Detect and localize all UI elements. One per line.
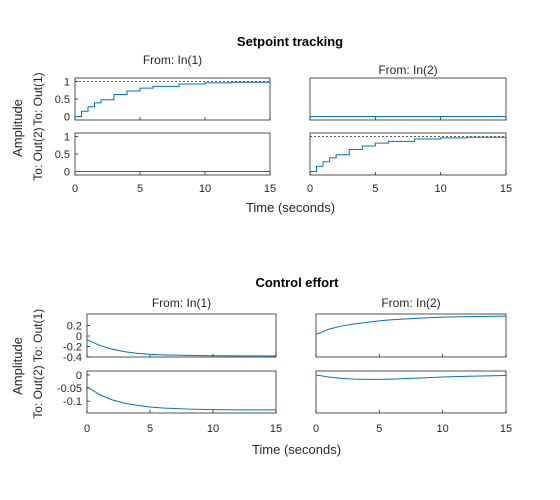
series-line [315,374,507,380]
x-tick-label: 0 [84,423,90,435]
y-tick-label: 1 [64,77,70,89]
y-tick-label: -0.4 [63,352,82,364]
y-tick-label: 0 [64,112,70,124]
axes-box [315,313,507,358]
y-tick-label: 0.5 [55,149,70,161]
axes-box [74,77,271,121]
axes-box [74,132,271,176]
x-tick-label: 5 [137,183,143,195]
x-tick-label: 10 [199,183,211,195]
row-title: To: Out(2) [31,127,45,180]
y-tick-label: 0 [64,167,70,179]
x-tick-label: 15 [500,423,512,435]
x-tick-label: 15 [264,183,276,195]
x-tick-label: 5 [147,423,153,435]
x-tick-label: 10 [437,423,449,435]
y-tick-label: 0 [76,370,82,382]
y-tick-label: 0.2 [67,321,82,333]
x-tick-label: 15 [500,183,512,195]
series-line [75,81,271,117]
series-line [315,315,507,335]
x-tick-label: 15 [270,423,282,435]
y-axis-label: Amplitude [10,337,25,395]
axes-box [315,370,507,414]
column-title: From: In(1) [152,296,211,310]
x-tick-label: 0 [307,183,313,195]
x-axis-label: Time (seconds) [252,442,341,457]
y-tick-label: 0.5 [55,94,70,106]
series-line [86,386,276,411]
x-tick-label: 5 [376,423,382,435]
x-tick-label: 10 [207,423,219,435]
column-title: From: In(2) [381,296,440,310]
x-tick-label: 5 [372,183,378,195]
x-tick-label: 0 [313,423,319,435]
x-tick-label: 10 [435,183,447,195]
axes-box [309,77,507,121]
column-title: From: In(1) [143,53,202,67]
row-title: To: Out(1) [31,72,45,125]
chart-title: Control effort [255,275,339,290]
x-tick-label: 0 [72,183,78,195]
chart-title: Setpoint tracking [237,34,343,49]
series-line [86,339,277,357]
y-tick-label: 1 [64,132,70,144]
axes-box [309,132,507,176]
y-tick-label: 0 [76,331,82,343]
y-tick-label: -0.2 [63,342,82,354]
x-axis-label: Time (seconds) [246,200,335,215]
axes-box [86,313,277,358]
series-line [310,136,507,172]
row-title: To: Out(2) [31,365,45,418]
axes-box [86,370,277,414]
column-title: From: In(2) [378,63,437,77]
row-title: To: Out(1) [31,309,45,362]
y-axis-label: Amplitude [10,99,25,157]
y-tick-label: -0.1 [63,396,82,408]
y-tick-label: -0.05 [57,383,82,395]
